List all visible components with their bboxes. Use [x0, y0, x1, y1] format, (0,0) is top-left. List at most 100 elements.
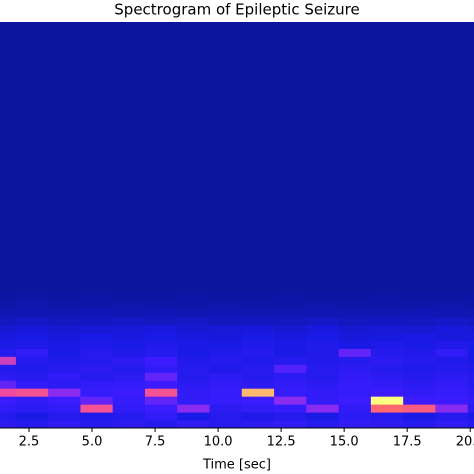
cell [177, 22, 211, 294]
cell [306, 380, 340, 389]
cell [0, 308, 17, 318]
cell [177, 324, 211, 333]
cell [338, 332, 372, 341]
cell [144, 300, 178, 310]
cell [435, 348, 469, 357]
x-tick-label: 10.0 [204, 435, 233, 450]
x-axis-label: Time [sec] [202, 458, 271, 473]
cell [338, 348, 372, 357]
cell [306, 348, 340, 357]
cell [241, 380, 275, 389]
cell [48, 332, 81, 341]
cell [15, 300, 49, 310]
cell [144, 348, 178, 357]
cell [274, 364, 307, 373]
cell [48, 22, 81, 294]
cell [112, 356, 146, 365]
cell [80, 340, 114, 349]
cell [241, 22, 275, 294]
cell [241, 388, 275, 397]
cell [209, 316, 243, 326]
cell [80, 388, 114, 397]
cell [48, 364, 81, 373]
cell [144, 324, 178, 333]
cell [209, 396, 243, 405]
cell [338, 324, 372, 333]
cell [370, 420, 404, 428]
cell [48, 300, 81, 310]
cell [112, 372, 146, 381]
cell [48, 380, 81, 389]
cell [435, 388, 469, 397]
cell [338, 300, 372, 310]
cell [144, 292, 178, 302]
cell [370, 380, 404, 389]
x-tick-label: 5.0 [82, 435, 103, 450]
cell [338, 380, 372, 389]
cell [274, 396, 307, 405]
cell [177, 372, 211, 381]
x-tick-label: 20.0 [456, 435, 474, 450]
cell [274, 356, 307, 365]
cell [403, 316, 436, 326]
cell [80, 364, 114, 373]
cell [435, 22, 469, 294]
cell [306, 356, 340, 365]
cell [0, 300, 17, 310]
cell [274, 22, 307, 294]
cell [467, 348, 474, 357]
cell [370, 22, 404, 294]
cell [338, 22, 372, 294]
cell [0, 332, 17, 341]
cell [48, 324, 81, 333]
cell [338, 372, 372, 381]
cell [177, 404, 211, 413]
cell [209, 22, 243, 294]
cell [338, 404, 372, 413]
cell [435, 420, 469, 428]
cell [338, 316, 372, 326]
cell [209, 356, 243, 365]
cell [338, 364, 372, 373]
cell [144, 316, 178, 326]
cell [112, 300, 146, 310]
cell [0, 348, 17, 357]
cell [209, 308, 243, 318]
cell [435, 380, 469, 389]
cell [144, 404, 178, 413]
cell [370, 356, 404, 365]
cell [306, 292, 340, 302]
cell [435, 332, 469, 341]
cell [177, 420, 211, 428]
cell [80, 348, 114, 357]
cell [209, 372, 243, 381]
cell [0, 316, 17, 326]
cell [80, 308, 114, 318]
cell [241, 364, 275, 373]
cell [403, 388, 436, 397]
cell [370, 348, 404, 357]
cell [112, 388, 146, 397]
cell [403, 324, 436, 333]
cell [274, 412, 307, 421]
cell [209, 388, 243, 397]
cell [15, 412, 49, 421]
cell [467, 420, 474, 428]
cell [306, 404, 340, 413]
cell [209, 420, 243, 428]
cell [403, 22, 436, 294]
cell [274, 420, 307, 428]
cell [306, 300, 340, 310]
cell [274, 380, 307, 389]
cell [15, 340, 49, 349]
cell [48, 292, 81, 302]
cell [80, 372, 114, 381]
cell [144, 412, 178, 421]
cell [0, 292, 17, 302]
cell [112, 332, 146, 341]
cell [274, 332, 307, 341]
cell [467, 412, 474, 421]
cell [241, 340, 275, 349]
